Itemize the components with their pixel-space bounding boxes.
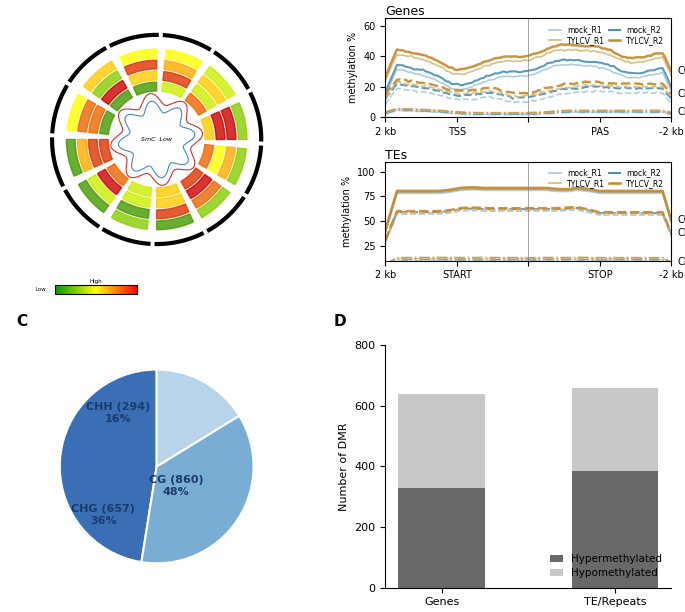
- Polygon shape: [163, 72, 191, 88]
- Y-axis label: methylation %: methylation %: [342, 176, 351, 247]
- Polygon shape: [198, 75, 225, 104]
- Polygon shape: [101, 80, 127, 105]
- Polygon shape: [192, 181, 221, 208]
- Legend: mock_R1, TYLCV_R1, mock_R2, TYLCV_R2: mock_R1, TYLCV_R1, mock_R2, TYLCV_R2: [547, 22, 667, 48]
- Polygon shape: [181, 168, 203, 189]
- Polygon shape: [110, 90, 132, 111]
- Polygon shape: [88, 140, 102, 167]
- Polygon shape: [125, 60, 157, 75]
- Wedge shape: [141, 416, 253, 563]
- Polygon shape: [231, 103, 247, 140]
- Bar: [399, 488, 485, 588]
- Y-axis label: methylation %: methylation %: [348, 32, 358, 103]
- Polygon shape: [201, 116, 214, 140]
- Legend: mock_R1, TYLCV_R1, mock_R2, TYLCV_R2: mock_R1, TYLCV_R1, mock_R2, TYLCV_R2: [547, 165, 667, 191]
- Polygon shape: [185, 93, 206, 115]
- Text: D: D: [334, 314, 347, 329]
- Polygon shape: [186, 174, 212, 198]
- Polygon shape: [66, 140, 82, 176]
- Polygon shape: [123, 191, 151, 207]
- Polygon shape: [208, 146, 225, 174]
- Text: Genes: Genes: [386, 6, 425, 18]
- Polygon shape: [205, 67, 235, 99]
- Polygon shape: [99, 140, 112, 163]
- Text: CHG: CHG: [677, 89, 685, 99]
- Polygon shape: [199, 144, 214, 168]
- Text: CG: CG: [677, 215, 685, 225]
- Polygon shape: [79, 180, 109, 212]
- Y-axis label: Number of DMR: Number of DMR: [339, 422, 349, 510]
- Polygon shape: [192, 84, 216, 110]
- Polygon shape: [112, 210, 148, 230]
- Polygon shape: [157, 184, 180, 196]
- Polygon shape: [165, 50, 202, 69]
- Title: High: High: [90, 279, 102, 284]
- Polygon shape: [77, 140, 92, 172]
- Text: C: C: [16, 314, 27, 329]
- Polygon shape: [218, 147, 236, 179]
- Text: SmC  Low: SmC Low: [141, 137, 172, 142]
- Polygon shape: [117, 201, 149, 218]
- Polygon shape: [197, 187, 229, 218]
- Text: CHH: CHH: [677, 107, 685, 118]
- Bar: [572, 471, 658, 588]
- Polygon shape: [157, 214, 193, 230]
- Polygon shape: [157, 194, 184, 207]
- Text: CG (860)
48%: CG (860) 48%: [149, 475, 203, 496]
- Polygon shape: [107, 163, 128, 186]
- Legend: Hypermethylated, Hypomethylated: Hypermethylated, Hypomethylated: [546, 550, 666, 582]
- Polygon shape: [84, 61, 116, 92]
- Polygon shape: [88, 174, 115, 204]
- Bar: [572, 388, 658, 471]
- Text: Low: Low: [36, 286, 47, 292]
- Polygon shape: [227, 148, 247, 185]
- Text: CHH (294)
16%: CHH (294) 16%: [86, 402, 150, 424]
- Text: CHG: CHG: [677, 228, 685, 238]
- Wedge shape: [60, 370, 157, 562]
- Bar: [399, 394, 485, 488]
- Polygon shape: [157, 204, 189, 218]
- Text: TEs: TEs: [386, 149, 408, 162]
- Polygon shape: [162, 83, 185, 97]
- Polygon shape: [89, 105, 105, 133]
- Polygon shape: [129, 71, 157, 85]
- Polygon shape: [67, 94, 86, 131]
- Text: CHH: CHH: [677, 257, 685, 267]
- Polygon shape: [97, 169, 122, 195]
- Polygon shape: [78, 100, 96, 132]
- Polygon shape: [211, 112, 225, 140]
- Polygon shape: [100, 111, 114, 135]
- Polygon shape: [120, 49, 157, 65]
- Text: CHG (657)
36%: CHG (657) 36%: [71, 504, 136, 526]
- Wedge shape: [157, 370, 239, 466]
- Polygon shape: [92, 71, 121, 98]
- Polygon shape: [221, 107, 236, 140]
- Polygon shape: [128, 181, 151, 196]
- Polygon shape: [164, 61, 197, 78]
- Polygon shape: [134, 82, 157, 95]
- Text: CG: CG: [677, 66, 685, 76]
